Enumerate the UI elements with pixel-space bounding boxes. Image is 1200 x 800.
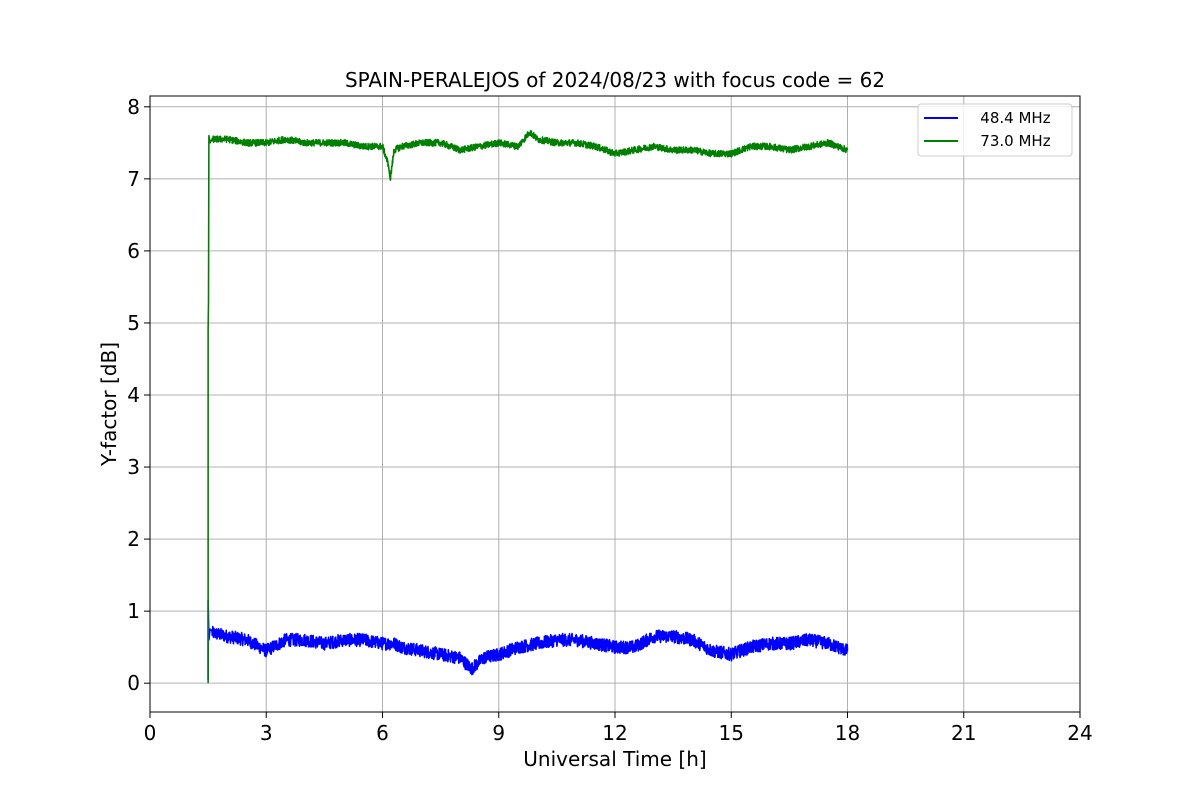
legend-label-1: 73.0 MHz [966, 132, 1051, 150]
y-tick-label: 4 [127, 383, 140, 407]
x-tick-label: 3 [260, 721, 273, 745]
x-tick-label: 15 [719, 721, 744, 745]
y-tick-label: 5 [127, 311, 140, 335]
y-tick-label: 8 [127, 95, 140, 119]
y-tick-label: 7 [127, 167, 140, 191]
series-layer [207, 130, 849, 684]
series-line-1 [207, 130, 849, 684]
y-axis-label: Y-factor [dB] [97, 342, 121, 467]
series-line-0 [207, 599, 849, 680]
x-tick-label: 21 [951, 721, 976, 745]
y-tick-label: 1 [127, 599, 140, 623]
x-tick-label: 9 [492, 721, 505, 745]
x-axis-label: Universal Time [h] [523, 747, 706, 771]
legend-label-0: 48.4 MHz [966, 109, 1051, 127]
x-tick-label: 24 [1067, 721, 1092, 745]
y-tick-label: 3 [127, 455, 140, 479]
grid-lines [149, 96, 1081, 712]
y-tick-label: 2 [127, 527, 140, 551]
x-tick-label: 0 [144, 721, 157, 745]
x-tick-label: 6 [376, 721, 389, 745]
x-tick-label: 18 [835, 721, 860, 745]
y-tick-label: 6 [127, 239, 140, 263]
legend: 48.4 MHz 73.0 MHz [917, 103, 1073, 157]
x-tick-label: 12 [602, 721, 627, 745]
chart-title: SPAIN-PERALEJOS of 2024/08/23 with focus… [345, 68, 885, 92]
y-tick-label: 0 [127, 671, 140, 695]
